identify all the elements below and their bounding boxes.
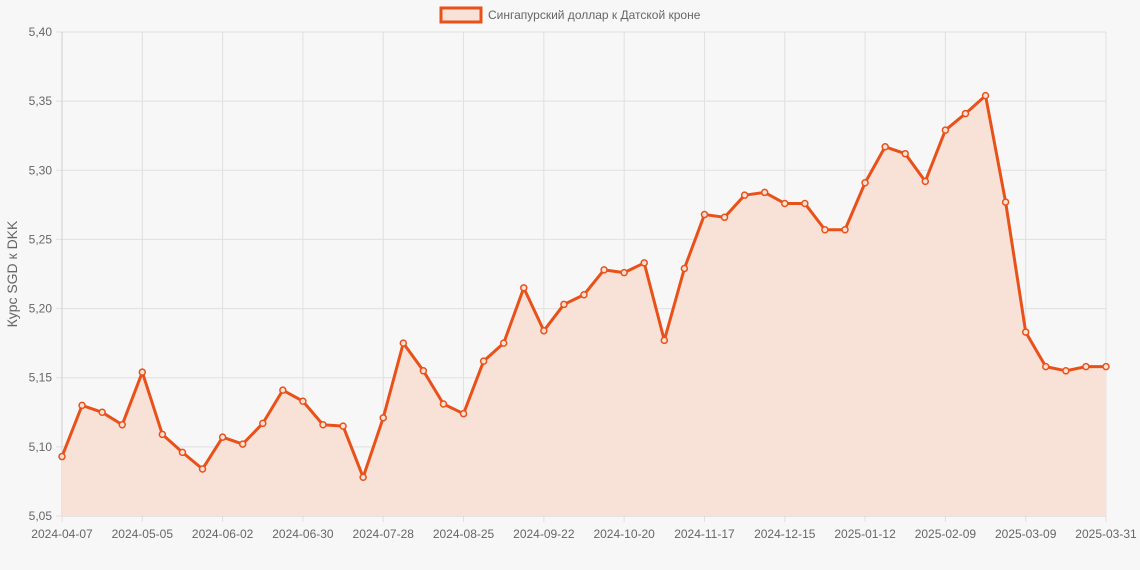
y-tick-label: 5,25 bbox=[29, 232, 53, 246]
data-point[interactable] bbox=[720, 213, 729, 222]
data-point[interactable] bbox=[1042, 362, 1050, 371]
data-point[interactable] bbox=[379, 414, 387, 422]
x-tick-label: 2025-01-12 bbox=[834, 527, 896, 541]
y-tick-label: 5,40 bbox=[29, 25, 53, 39]
data-point[interactable] bbox=[158, 430, 167, 439]
data-point[interactable] bbox=[781, 199, 789, 208]
x-tick-label: 2024-09-22 bbox=[513, 527, 575, 541]
data-point[interactable] bbox=[1001, 198, 1010, 206]
data-point[interactable] bbox=[961, 109, 970, 118]
x-tick-label: 2024-10-20 bbox=[593, 527, 655, 541]
x-tick-label: 2025-03-31 bbox=[1075, 527, 1137, 541]
data-point[interactable] bbox=[821, 225, 829, 234]
data-point[interactable] bbox=[198, 465, 207, 473]
data-point[interactable] bbox=[740, 191, 749, 199]
data-point[interactable] bbox=[981, 91, 990, 100]
data-point[interactable] bbox=[439, 400, 448, 408]
data-point[interactable] bbox=[700, 210, 709, 219]
data-point[interactable] bbox=[479, 357, 488, 365]
data-point[interactable] bbox=[78, 401, 86, 410]
data-point[interactable] bbox=[279, 386, 287, 394]
y-axis: 5,40 5,35 5,30 5,25 5,20 5,15 5,10 5,05 bbox=[29, 25, 53, 523]
data-point[interactable] bbox=[319, 420, 327, 429]
data-point[interactable] bbox=[841, 225, 849, 234]
y-tick-label: 5,35 bbox=[29, 94, 53, 108]
legend[interactable]: Сингапурский доллар к Датской кроне bbox=[439, 6, 701, 24]
data-point[interactable] bbox=[600, 266, 608, 274]
y-tick-label: 5,20 bbox=[29, 302, 53, 316]
data-point[interactable] bbox=[459, 409, 468, 418]
data-point[interactable] bbox=[861, 178, 869, 187]
y-tick-label: 5,30 bbox=[29, 163, 53, 177]
legend-label: Сингапурский доллар к Датской кроне bbox=[488, 8, 701, 22]
x-tick-label: 2024-06-30 bbox=[272, 527, 334, 541]
data-point[interactable] bbox=[218, 433, 227, 441]
data-point[interactable] bbox=[399, 339, 408, 347]
data-point[interactable] bbox=[1062, 367, 1070, 375]
data-point[interactable] bbox=[1082, 362, 1090, 371]
data-point[interactable] bbox=[660, 336, 669, 345]
data-point[interactable] bbox=[259, 419, 267, 428]
series-points bbox=[58, 91, 1110, 482]
data-point[interactable] bbox=[1021, 328, 1030, 336]
data-point[interactable] bbox=[560, 300, 568, 309]
x-axis: 2024-04-07 2024-05-05 2024-06-02 2024-06-30… bbox=[31, 527, 1137, 541]
x-tick-label: 2024-07-28 bbox=[353, 527, 415, 541]
data-point[interactable] bbox=[580, 290, 588, 299]
area-fill bbox=[62, 95, 1106, 517]
legend-swatch bbox=[439, 6, 483, 24]
data-point[interactable] bbox=[540, 326, 548, 335]
data-point[interactable] bbox=[499, 339, 508, 347]
data-point[interactable] bbox=[98, 408, 106, 417]
x-tick-label: 2024-11-17 bbox=[674, 527, 735, 541]
data-point[interactable] bbox=[1102, 362, 1110, 371]
data-point[interactable] bbox=[118, 420, 126, 429]
x-tick-label: 2025-02-09 bbox=[915, 527, 977, 541]
series-area bbox=[62, 95, 1106, 517]
data-point[interactable] bbox=[339, 422, 347, 430]
data-point[interactable] bbox=[680, 264, 689, 273]
y-tick-label: 5,15 bbox=[29, 371, 53, 385]
y-tick-label: 5,05 bbox=[29, 509, 53, 523]
data-point[interactable] bbox=[881, 143, 889, 151]
data-point[interactable] bbox=[359, 473, 367, 482]
data-point[interactable] bbox=[299, 397, 307, 405]
x-tick-label: 2025-03-09 bbox=[995, 527, 1057, 541]
data-point[interactable] bbox=[138, 368, 147, 376]
y-tick-label: 5,10 bbox=[29, 440, 53, 454]
data-point[interactable] bbox=[178, 448, 187, 457]
data-point[interactable] bbox=[520, 284, 528, 292]
data-point[interactable] bbox=[801, 199, 809, 208]
data-point[interactable] bbox=[419, 367, 428, 375]
data-point[interactable] bbox=[760, 188, 769, 197]
x-tick-label: 2024-04-07 bbox=[31, 527, 93, 541]
data-point[interactable] bbox=[941, 126, 950, 134]
data-point[interactable] bbox=[58, 452, 66, 461]
data-point[interactable] bbox=[901, 149, 909, 158]
data-point[interactable] bbox=[620, 268, 628, 277]
data-point[interactable] bbox=[921, 177, 930, 186]
x-tick-label: 2024-08-25 bbox=[433, 527, 495, 541]
x-tick-label: 2024-06-02 bbox=[192, 527, 254, 541]
data-point[interactable] bbox=[238, 440, 247, 448]
y-axis-title: Курс SGD к DKK bbox=[4, 220, 20, 327]
data-point[interactable] bbox=[640, 259, 648, 267]
x-tick-label: 2024-12-15 bbox=[754, 527, 816, 541]
x-tick-label: 2024-05-05 bbox=[112, 527, 174, 541]
